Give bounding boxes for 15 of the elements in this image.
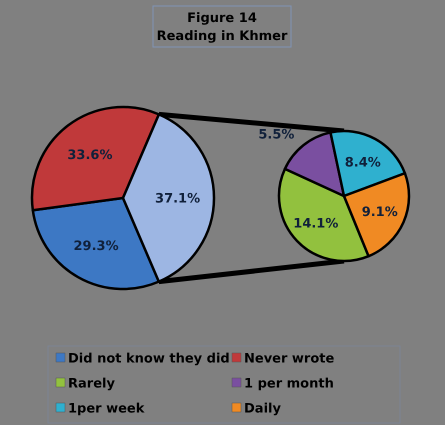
chart-title: Figure 14	[187, 11, 257, 26]
legend-label: Daily	[244, 402, 282, 417]
legend-label: Rarely	[68, 376, 116, 392]
data-label: 33.6%	[67, 148, 113, 164]
data-label: 29.3%	[74, 239, 119, 254]
data-label: 37.1%	[155, 192, 200, 207]
legend-label: Never wrote	[244, 352, 334, 367]
legend-label: 1per week	[68, 402, 145, 417]
chart-subtitle: Reading in Khmer	[156, 29, 288, 44]
data-label: 8.4%	[344, 155, 381, 170]
legend-label: 1 per month	[244, 376, 334, 392]
data-label: 9.1%	[362, 205, 398, 220]
data-label: 14.1%	[293, 216, 338, 232]
legend-label: Did not know they did	[68, 352, 230, 367]
data-label: 5.5%	[258, 128, 294, 143]
